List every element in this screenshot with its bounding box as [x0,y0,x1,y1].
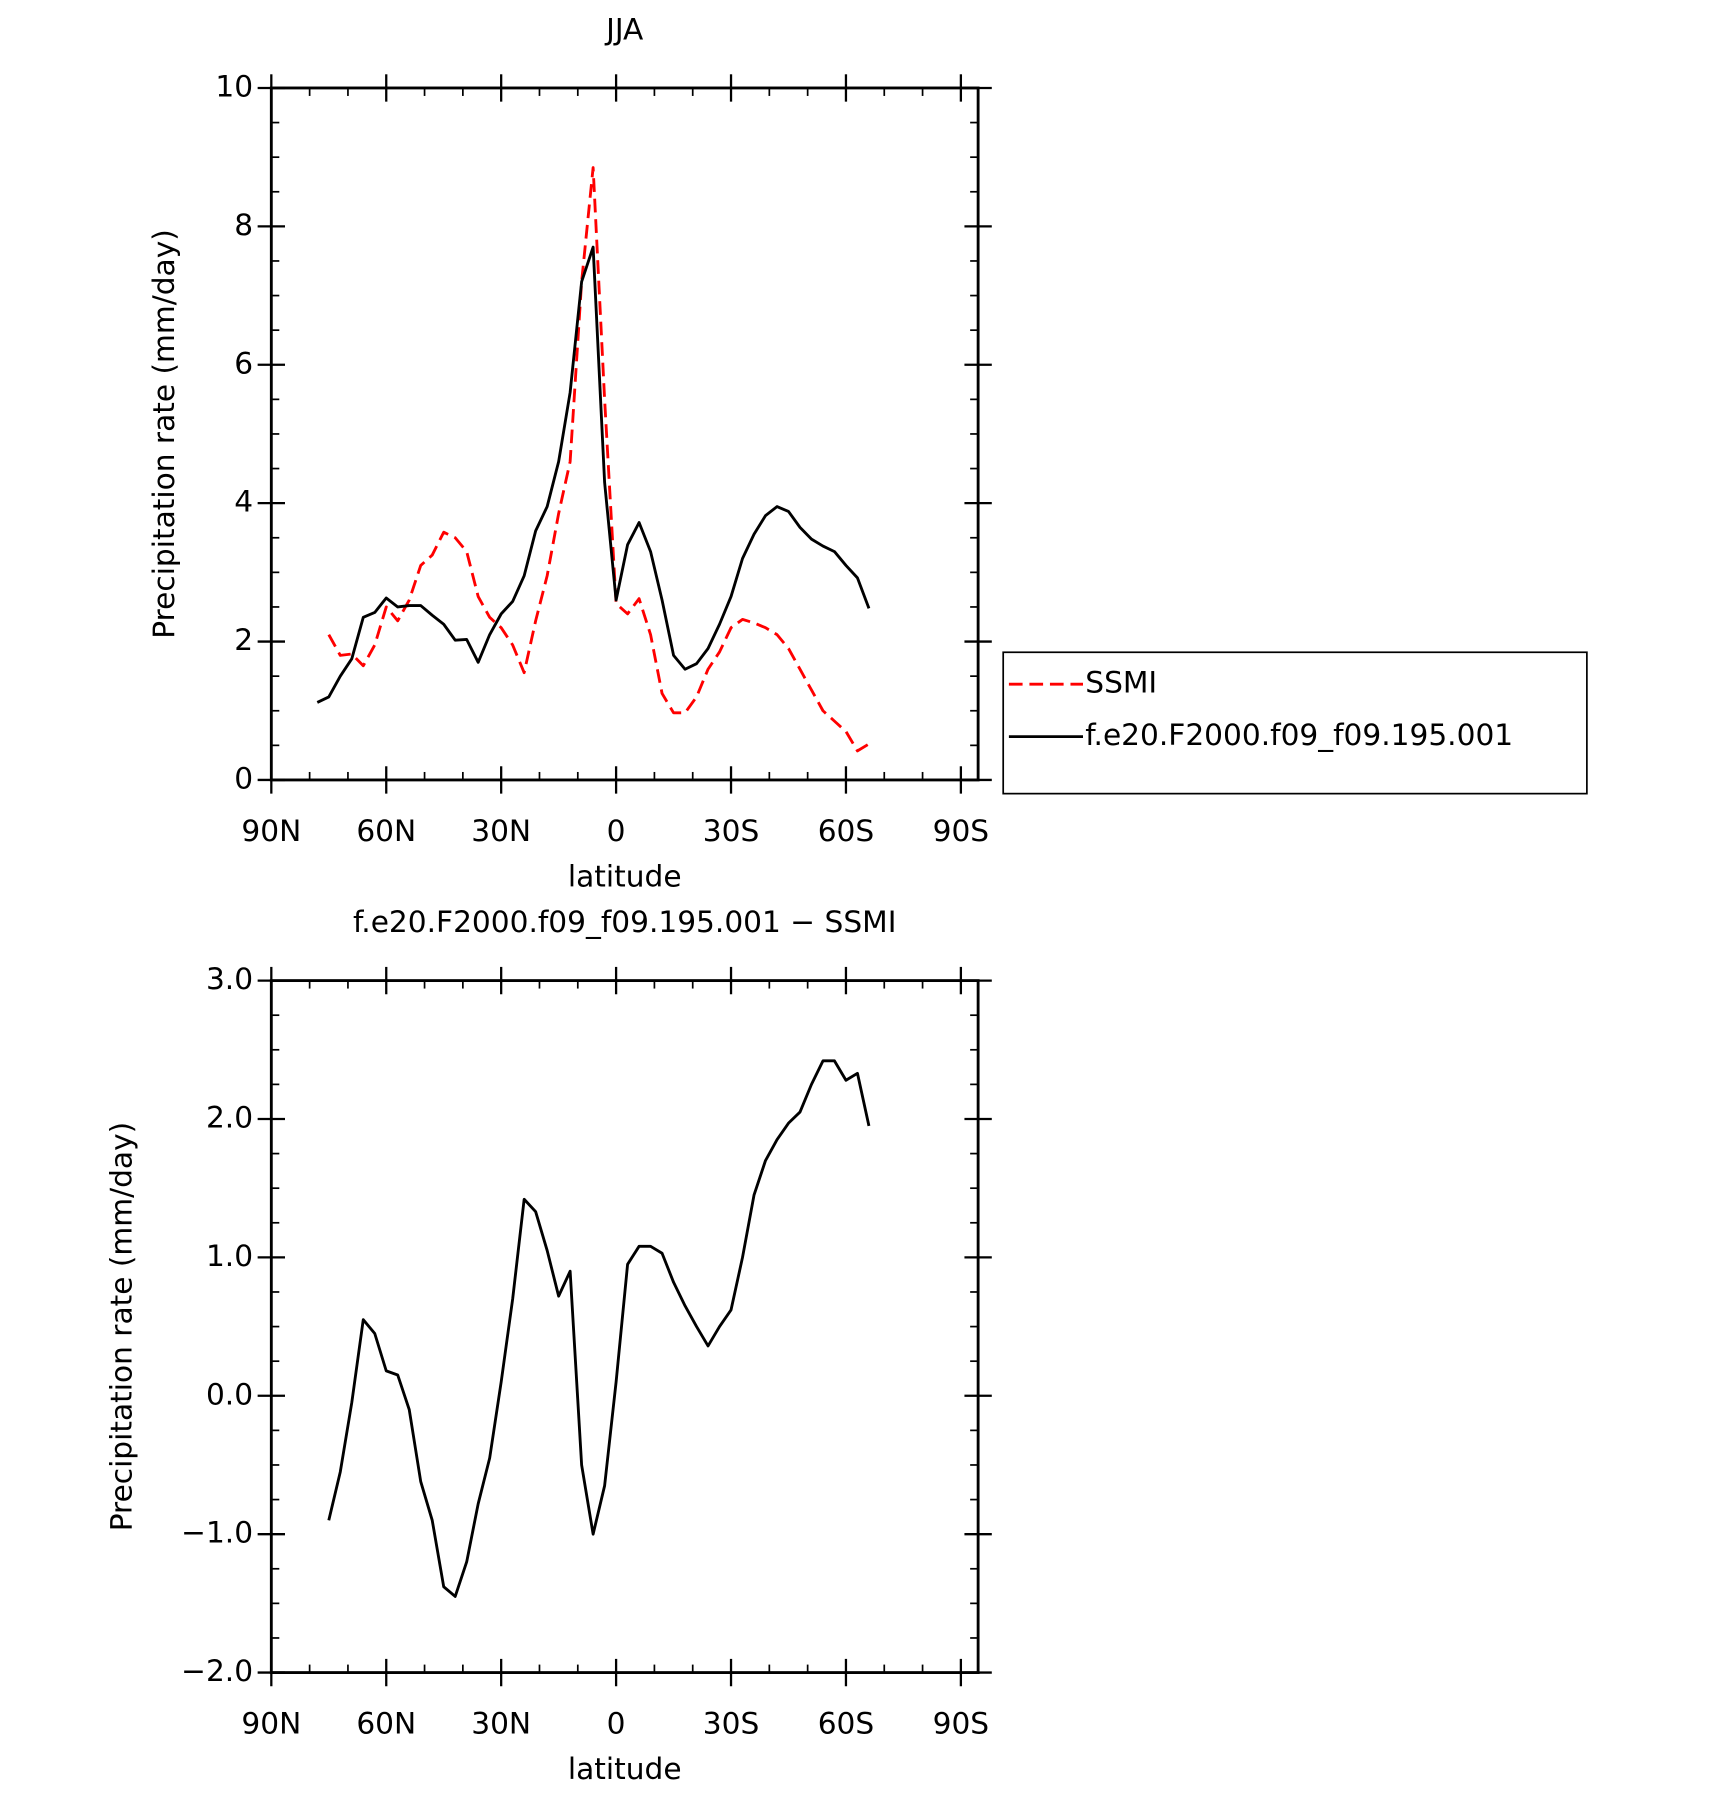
x-tick-label: 90N [241,1706,301,1741]
y-tick-label: 10 [215,68,253,103]
x-axis-label: latitude [568,858,682,893]
x-tick-label: 60S [818,813,875,848]
chart-title: JJA [604,11,644,46]
x-tick-label: 60N [356,813,416,848]
plot-frame [269,86,980,782]
data-line [327,1059,871,1598]
data-line [316,245,871,704]
y-tick-label: 1.0 [206,1238,253,1273]
y-tick-label: 4 [234,484,253,519]
x-axis-label: latitude [568,1751,682,1786]
plot-frame [269,979,980,1674]
y-tick-label: 2 [234,622,253,657]
y-tick-label: 6 [234,345,253,380]
data-line [327,166,870,753]
x-tick-label: 90S [933,1706,990,1741]
x-tick-label: 0 [607,1706,626,1741]
x-tick-label: 60N [356,1706,416,1741]
y-tick-label: 3.0 [206,961,253,996]
legend-box [1002,651,1588,795]
x-tick-label: 30S [703,1706,760,1741]
x-tick-label: 30N [471,1706,531,1741]
y-tick-label: 0.0 [206,1376,253,1411]
x-tick-label: 90N [241,813,301,848]
x-tick-label: 30N [471,813,531,848]
x-tick-label: 30S [703,813,760,848]
y-tick-label: −1.0 [181,1515,253,1550]
legend-label: f.e20.F2000.f09_f09.195.001 [1085,717,1513,752]
legend-label: SSMI [1085,665,1157,700]
x-tick-label: 90S [933,813,990,848]
y-tick-label: −2.0 [181,1653,253,1688]
y-tick-label: 8 [234,207,253,242]
y-tick-label: 0 [234,760,253,795]
y-tick-label: 2.0 [206,1099,253,1134]
chart-title: f.e20.F2000.f09_f09.195.001 − SSMI [353,904,896,939]
x-tick-label: 60S [818,1706,875,1741]
x-tick-label: 0 [607,813,626,848]
y-axis-label: Precipitation rate (mm/day) [104,1122,139,1531]
y-axis-label: Precipitation rate (mm/day) [146,229,181,638]
